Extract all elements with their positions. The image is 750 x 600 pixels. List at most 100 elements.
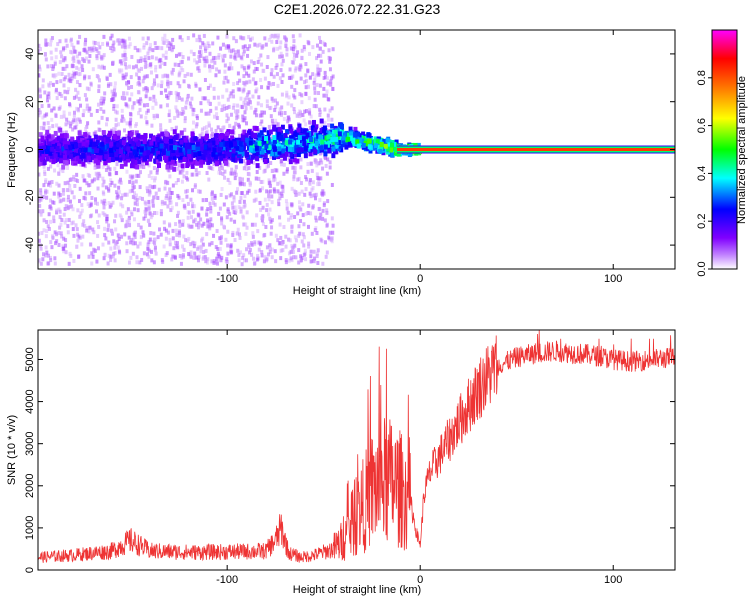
- spectrogram-cell: [227, 149, 232, 155]
- spectrogram-noise-cell: [124, 65, 128, 70]
- spectrogram-noise-cell: [52, 215, 56, 220]
- spectrogram-noise-cell: [59, 231, 63, 236]
- spectrogram-noise-cell: [166, 73, 170, 78]
- spectrogram-cell: [282, 141, 287, 147]
- spectrogram-noise-cell: [90, 261, 94, 266]
- spectrogram-noise-cell: [139, 58, 143, 63]
- spectrogram-noise-cell: [128, 189, 132, 194]
- spectrogram-noise-cell: [216, 35, 220, 40]
- spectrogram-noise-cell: [67, 78, 71, 83]
- spectrogram-cell: [148, 156, 153, 162]
- spectrogram-cell: [262, 127, 267, 133]
- spectrogram-cell: [47, 145, 52, 151]
- spectrogram-noise-cell: [281, 73, 285, 78]
- spectrogram-noise-cell: [88, 191, 92, 196]
- spectrogram-noise-cell: [322, 93, 326, 98]
- spectrogram-noise-cell: [176, 210, 180, 215]
- spectrogram-cell: [240, 138, 245, 144]
- spectrogram-cell: [235, 140, 240, 146]
- spectrogram-noise-cell: [133, 45, 137, 50]
- spectrogram-noise-cell: [54, 55, 58, 60]
- spectrogram-noise-cell: [45, 189, 49, 194]
- spectrogram-cell: [165, 157, 170, 163]
- spectrogram-noise-cell: [268, 183, 272, 188]
- spectrogram-noise-cell: [117, 237, 121, 242]
- spectrogram-noise-cell: [191, 120, 195, 125]
- spectrogram-noise-cell: [123, 50, 127, 55]
- spectrogram-noise-cell: [237, 205, 241, 210]
- spectrogram-noise-cell: [68, 204, 72, 209]
- spectrogram-cell: [243, 140, 248, 146]
- spectrogram-noise-cell: [193, 251, 197, 256]
- spectrogram-noise-cell: [284, 258, 288, 263]
- spectrogram-cell: [155, 137, 160, 143]
- spectrogram-noise-cell: [326, 76, 330, 81]
- spectrogram-noise-cell: [164, 236, 168, 241]
- spectrogram-noise-cell: [87, 132, 91, 137]
- spectrogram-noise-cell: [208, 224, 212, 229]
- spectrogram-noise-cell: [178, 84, 182, 89]
- spectrogram-noise-cell: [156, 195, 160, 200]
- spectrogram-noise-cell: [137, 173, 141, 178]
- spectrogram-cell: [170, 136, 175, 142]
- spectrogram-noise-cell: [75, 80, 79, 85]
- spectrogram-noise-cell: [134, 64, 138, 69]
- spectrogram-noise-cell: [160, 84, 164, 89]
- spectrogram-noise-cell: [172, 246, 176, 251]
- spectrogram-cell: [197, 154, 202, 160]
- spectrogram-noise-cell: [130, 85, 134, 90]
- spectrogram-noise-cell: [242, 159, 246, 164]
- spectrogram-noise-cell: [262, 233, 266, 238]
- spectrogram-noise-cell: [289, 249, 293, 254]
- spectrogram-noise-cell: [265, 257, 269, 262]
- spectrogram-cell: [247, 130, 252, 136]
- spectrogram-cell: [172, 155, 177, 161]
- spectrogram-noise-cell: [142, 87, 146, 92]
- spectrogram-noise-cell: [147, 163, 151, 168]
- spectrogram-noise-cell: [72, 174, 76, 179]
- spectrogram-noise-cell: [318, 35, 322, 40]
- spectrogram-cell: [364, 138, 369, 144]
- spectrogram-noise-cell: [53, 61, 57, 66]
- spectrogram-cell: [238, 158, 243, 164]
- spectrogram-cell: [135, 164, 140, 170]
- spectrogram-noise-cell: [253, 222, 257, 227]
- spectrogram-noise-cell: [176, 166, 180, 171]
- spectrogram-noise-cell: [243, 203, 247, 208]
- spectrogram-noise-cell: [117, 41, 121, 46]
- spectrogram-noise-cell: [315, 251, 319, 256]
- spectrogram-noise-cell: [238, 235, 242, 240]
- spectrogram-noise-cell: [147, 203, 151, 208]
- spectrogram-noise-cell: [61, 169, 65, 174]
- spectrogram-cell: [373, 138, 378, 144]
- spectrogram-noise-cell: [45, 250, 49, 255]
- spectrogram-noise-cell: [216, 95, 220, 100]
- spectrogram-noise-cell: [60, 218, 64, 223]
- spectrogram-noise-cell: [75, 172, 79, 177]
- spectrogram-noise-cell: [178, 170, 182, 175]
- spectrogram-cell: [263, 152, 268, 158]
- spectrogram-noise-cell: [322, 86, 326, 91]
- spectrogram-noise-cell: [292, 44, 296, 49]
- spectrogram-noise-cell: [298, 109, 302, 114]
- spectrogram-noise-cell: [309, 211, 313, 216]
- spectrogram-cell: [296, 139, 301, 145]
- spectrogram-noise-cell: [318, 109, 322, 114]
- spectrogram-noise-cell: [68, 188, 72, 193]
- spectrogram-cell: [205, 156, 210, 162]
- spectrogram-noise-cell: [292, 49, 296, 54]
- spectrogram-noise-cell: [107, 253, 111, 258]
- spectrogram-cell: [322, 147, 327, 153]
- spectrogram-noise-cell: [322, 203, 326, 208]
- spectrogram-noise-cell: [42, 218, 46, 223]
- spectrogram-noise-cell: [297, 111, 301, 116]
- snr-ylabel: SNR (10 * v/v): [6, 415, 18, 485]
- spectrogram-noise-cell: [43, 172, 47, 177]
- spectrogram-cell: [208, 142, 213, 148]
- spectrogram-cell: [306, 142, 311, 148]
- spectrogram-cell: [360, 138, 365, 144]
- spectrogram-noise-cell: [257, 128, 261, 133]
- spectrogram-noise-cell: [190, 224, 194, 229]
- spectrogram-cell: [143, 133, 148, 139]
